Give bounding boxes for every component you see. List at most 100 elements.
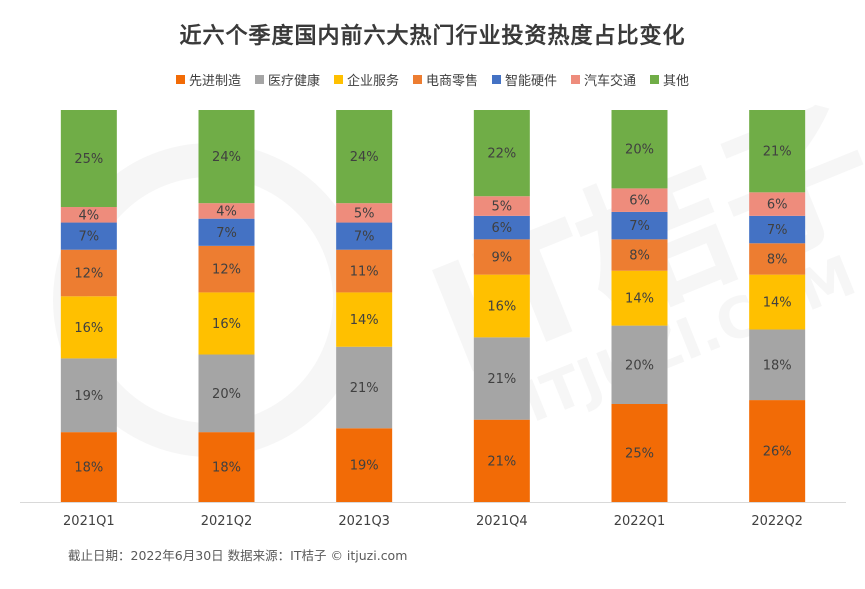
data-label: 8% — [629, 249, 650, 264]
data-label: 14% — [763, 296, 792, 311]
data-label: 21% — [487, 372, 516, 387]
data-label: 6% — [492, 221, 513, 236]
bar-segment — [198, 292, 255, 355]
legend-swatch — [333, 75, 343, 84]
bar-segment — [60, 432, 117, 502]
data-label: 24% — [212, 150, 241, 165]
data-label: 19% — [350, 459, 379, 474]
data-label: 6% — [767, 198, 788, 213]
data-label: 7% — [216, 226, 237, 241]
data-label: 14% — [350, 313, 379, 328]
data-label: 6% — [629, 194, 650, 209]
chart-title: 近六个季度国内前六大热门行业投资热度占比变化 — [179, 24, 686, 49]
x-tick-label: 2021Q1 — [63, 514, 115, 529]
legend-label: 其他 — [663, 74, 690, 89]
legend-label: 智能硬件 — [505, 74, 558, 89]
bar-segment — [198, 245, 255, 293]
bar-segment — [749, 192, 806, 216]
bar-segment — [198, 354, 255, 433]
data-label: 20% — [625, 358, 654, 373]
bar-segment — [336, 292, 393, 347]
data-label: 14% — [625, 292, 654, 307]
legend-item: 汽车交通 — [571, 70, 636, 89]
legend-swatch — [492, 75, 501, 84]
bar-segment — [60, 249, 117, 297]
bar-segment — [60, 110, 117, 208]
data-label: 4% — [79, 208, 100, 223]
bar-segment — [749, 274, 806, 330]
data-label: 24% — [350, 150, 379, 165]
legend-label: 汽车交通 — [584, 74, 637, 89]
data-label: 21% — [487, 454, 516, 469]
bar-segment — [611, 110, 668, 189]
data-label: 18% — [763, 358, 792, 373]
data-label: 7% — [629, 219, 650, 234]
bar-segment — [749, 329, 806, 401]
bar-segment — [473, 110, 530, 197]
legend-label: 电商零售 — [425, 74, 478, 89]
bar-segment — [336, 249, 393, 293]
legend-item: 智能硬件 — [492, 70, 557, 89]
legend-label: 先进制造 — [188, 74, 241, 89]
bar-segment — [336, 203, 393, 223]
data-label: 5% — [354, 206, 375, 221]
legend-label: 企业服务 — [346, 74, 399, 89]
bar-segment — [749, 400, 806, 502]
legend-swatch — [571, 75, 581, 84]
legend-item: 医疗健康 — [254, 70, 320, 89]
bar-segment — [611, 211, 668, 240]
legend-label: 医疗健康 — [267, 74, 320, 89]
data-label: 12% — [74, 267, 103, 282]
bar-segment — [473, 196, 530, 216]
bar-segment — [60, 222, 117, 250]
bar-segment — [749, 243, 806, 275]
data-label: 8% — [767, 252, 788, 267]
bar-segment — [198, 203, 255, 219]
data-label: 25% — [74, 152, 103, 167]
legend-item: 其他 — [650, 70, 689, 89]
x-tick-label: 2022Q1 — [614, 514, 666, 529]
bar-segment — [60, 296, 117, 359]
source-note: 截止日期：2022年6月30日 数据来源：IT桔子 © itjuzi.com — [68, 548, 408, 563]
data-label: 9% — [492, 251, 513, 266]
bar-segment — [336, 428, 393, 502]
data-label: 16% — [74, 321, 103, 336]
data-label: 20% — [212, 387, 241, 402]
chart-legend: 先进制造 医疗健康 企业服务 电商零售 智能硬件 汽车交通 其他 — [0, 70, 865, 89]
data-label: 12% — [212, 263, 241, 278]
legend-swatch — [412, 75, 422, 84]
data-label: 25% — [625, 447, 654, 462]
data-label: 4% — [216, 204, 237, 219]
bar-segment — [473, 215, 530, 240]
data-label: 16% — [212, 317, 241, 332]
bar-segment — [611, 188, 668, 212]
data-label: 7% — [354, 230, 375, 245]
bar-segment — [473, 419, 530, 502]
data-label: 16% — [487, 300, 516, 315]
legend-item: 电商零售 — [412, 70, 478, 89]
bar-segment — [749, 110, 806, 193]
bar-segment — [198, 432, 255, 502]
bar-segment — [336, 222, 393, 250]
bar-segment — [60, 358, 117, 433]
legend-swatch — [254, 75, 264, 84]
legend-item: 企业服务 — [333, 70, 399, 89]
bar-segment — [611, 270, 668, 326]
data-label: 26% — [763, 445, 792, 460]
x-tick-label: 2021Q3 — [338, 514, 390, 529]
data-label: 20% — [625, 143, 654, 158]
data-label: 21% — [763, 145, 792, 160]
data-label: 5% — [492, 200, 513, 215]
legend-swatch — [650, 75, 660, 84]
bar-segment — [473, 274, 530, 338]
data-label: 11% — [350, 265, 379, 280]
legend-item: 先进制造 — [175, 70, 241, 89]
bar-segment — [611, 239, 668, 271]
data-label: 22% — [487, 147, 516, 162]
x-tick-label: 2021Q4 — [476, 514, 528, 529]
data-label: 21% — [350, 381, 379, 396]
bar-segment — [473, 239, 530, 275]
bar-segment — [611, 325, 668, 404]
data-label: 19% — [74, 389, 103, 404]
